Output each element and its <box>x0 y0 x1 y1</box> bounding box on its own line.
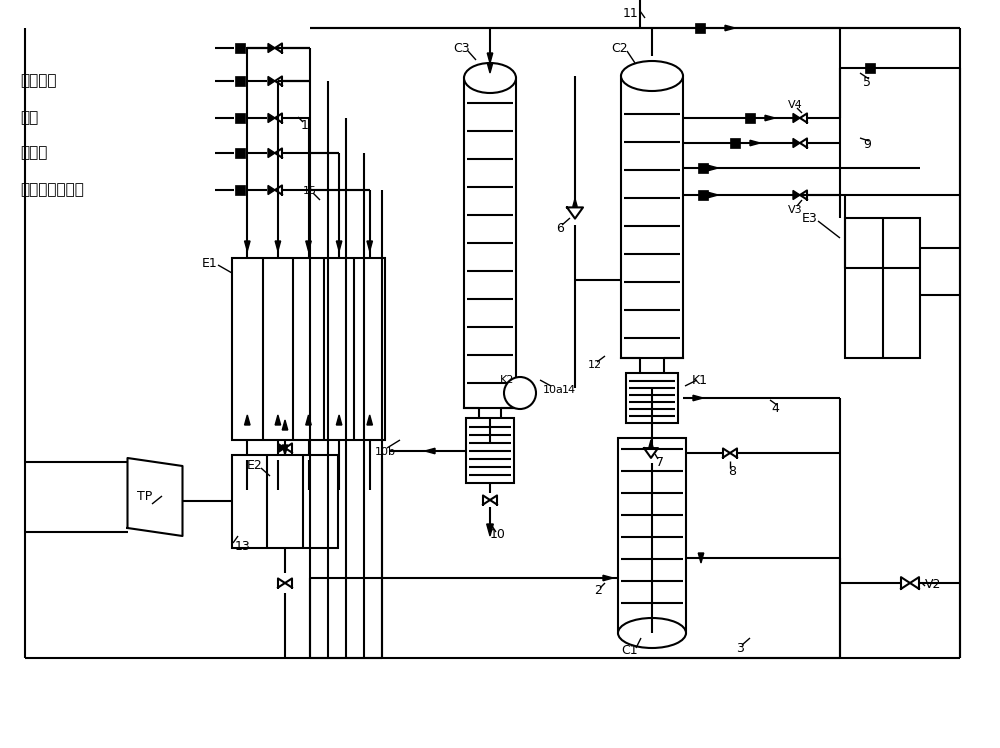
Bar <box>621 76 683 358</box>
Bar <box>232 455 338 548</box>
Polygon shape <box>649 440 653 448</box>
Polygon shape <box>603 575 613 580</box>
Polygon shape <box>750 141 760 146</box>
Text: 4: 4 <box>771 402 779 414</box>
Polygon shape <box>268 114 275 123</box>
Bar <box>235 185 245 195</box>
Polygon shape <box>268 148 275 158</box>
Text: E1: E1 <box>202 257 218 269</box>
Text: 13: 13 <box>235 539 251 553</box>
Polygon shape <box>367 415 372 425</box>
Polygon shape <box>765 115 775 120</box>
Bar <box>464 78 516 408</box>
Polygon shape <box>698 553 704 563</box>
Polygon shape <box>282 445 288 455</box>
Polygon shape <box>245 241 250 251</box>
Polygon shape <box>336 415 342 425</box>
Text: 富氧气（废气）: 富氧气（废气） <box>20 183 84 197</box>
Text: 2: 2 <box>594 584 602 598</box>
Bar <box>618 438 686 633</box>
Text: 12: 12 <box>588 360 602 370</box>
Text: C2: C2 <box>612 41 628 55</box>
Polygon shape <box>306 241 311 251</box>
Text: 9: 9 <box>863 138 871 150</box>
Text: 污氮气: 污氮气 <box>20 146 47 161</box>
Text: 高纯氮气: 高纯氮气 <box>20 73 56 88</box>
Polygon shape <box>793 114 800 123</box>
Polygon shape <box>793 191 800 200</box>
Polygon shape <box>268 186 275 194</box>
Bar <box>698 190 708 200</box>
Bar <box>695 23 705 33</box>
Bar <box>232 258 385 440</box>
Text: TP: TP <box>137 489 153 503</box>
Bar <box>745 113 755 123</box>
Text: E3: E3 <box>802 212 818 224</box>
Ellipse shape <box>621 61 683 91</box>
Polygon shape <box>245 415 250 425</box>
Text: 8: 8 <box>728 465 736 477</box>
Text: 11: 11 <box>622 7 638 19</box>
Text: E2: E2 <box>247 459 263 471</box>
Ellipse shape <box>618 618 686 648</box>
Bar <box>865 63 875 73</box>
Text: V3: V3 <box>788 205 802 215</box>
Polygon shape <box>425 448 435 454</box>
Text: 15: 15 <box>303 186 317 196</box>
Text: C3: C3 <box>454 41 470 55</box>
Polygon shape <box>268 76 275 85</box>
Bar <box>235 76 245 86</box>
Text: K2: K2 <box>500 375 514 385</box>
Bar <box>698 163 708 173</box>
Text: 10a: 10a <box>543 385 563 395</box>
Polygon shape <box>487 524 493 536</box>
Text: 14: 14 <box>562 385 576 395</box>
Text: K1: K1 <box>692 373 708 387</box>
Bar <box>730 138 740 148</box>
Polygon shape <box>693 395 703 401</box>
Polygon shape <box>268 43 275 52</box>
Bar <box>235 43 245 53</box>
Text: 7: 7 <box>656 456 664 468</box>
Bar <box>235 148 245 158</box>
Text: 3: 3 <box>736 642 744 654</box>
Polygon shape <box>336 241 342 251</box>
Text: 10: 10 <box>490 529 506 542</box>
Polygon shape <box>793 138 800 147</box>
Text: 5: 5 <box>863 76 871 88</box>
Polygon shape <box>573 199 577 206</box>
Text: 空气: 空气 <box>20 111 38 126</box>
Polygon shape <box>708 192 718 197</box>
Ellipse shape <box>464 63 516 93</box>
Circle shape <box>504 377 536 409</box>
Polygon shape <box>278 444 285 453</box>
Bar <box>466 418 514 483</box>
Polygon shape <box>367 241 372 251</box>
Polygon shape <box>487 63 493 73</box>
Polygon shape <box>487 53 493 63</box>
Polygon shape <box>708 165 718 171</box>
Text: V2: V2 <box>925 578 941 592</box>
Polygon shape <box>275 241 281 251</box>
Text: 1: 1 <box>301 118 309 132</box>
Bar <box>845 218 920 358</box>
Text: C1: C1 <box>622 645 638 657</box>
Text: 10b: 10b <box>374 447 396 457</box>
Polygon shape <box>282 420 288 430</box>
Bar <box>626 373 678 423</box>
Bar <box>235 113 245 123</box>
Polygon shape <box>306 415 311 425</box>
Text: 6: 6 <box>556 221 564 235</box>
Polygon shape <box>725 25 735 31</box>
Polygon shape <box>275 415 281 425</box>
Text: V4: V4 <box>788 100 802 110</box>
